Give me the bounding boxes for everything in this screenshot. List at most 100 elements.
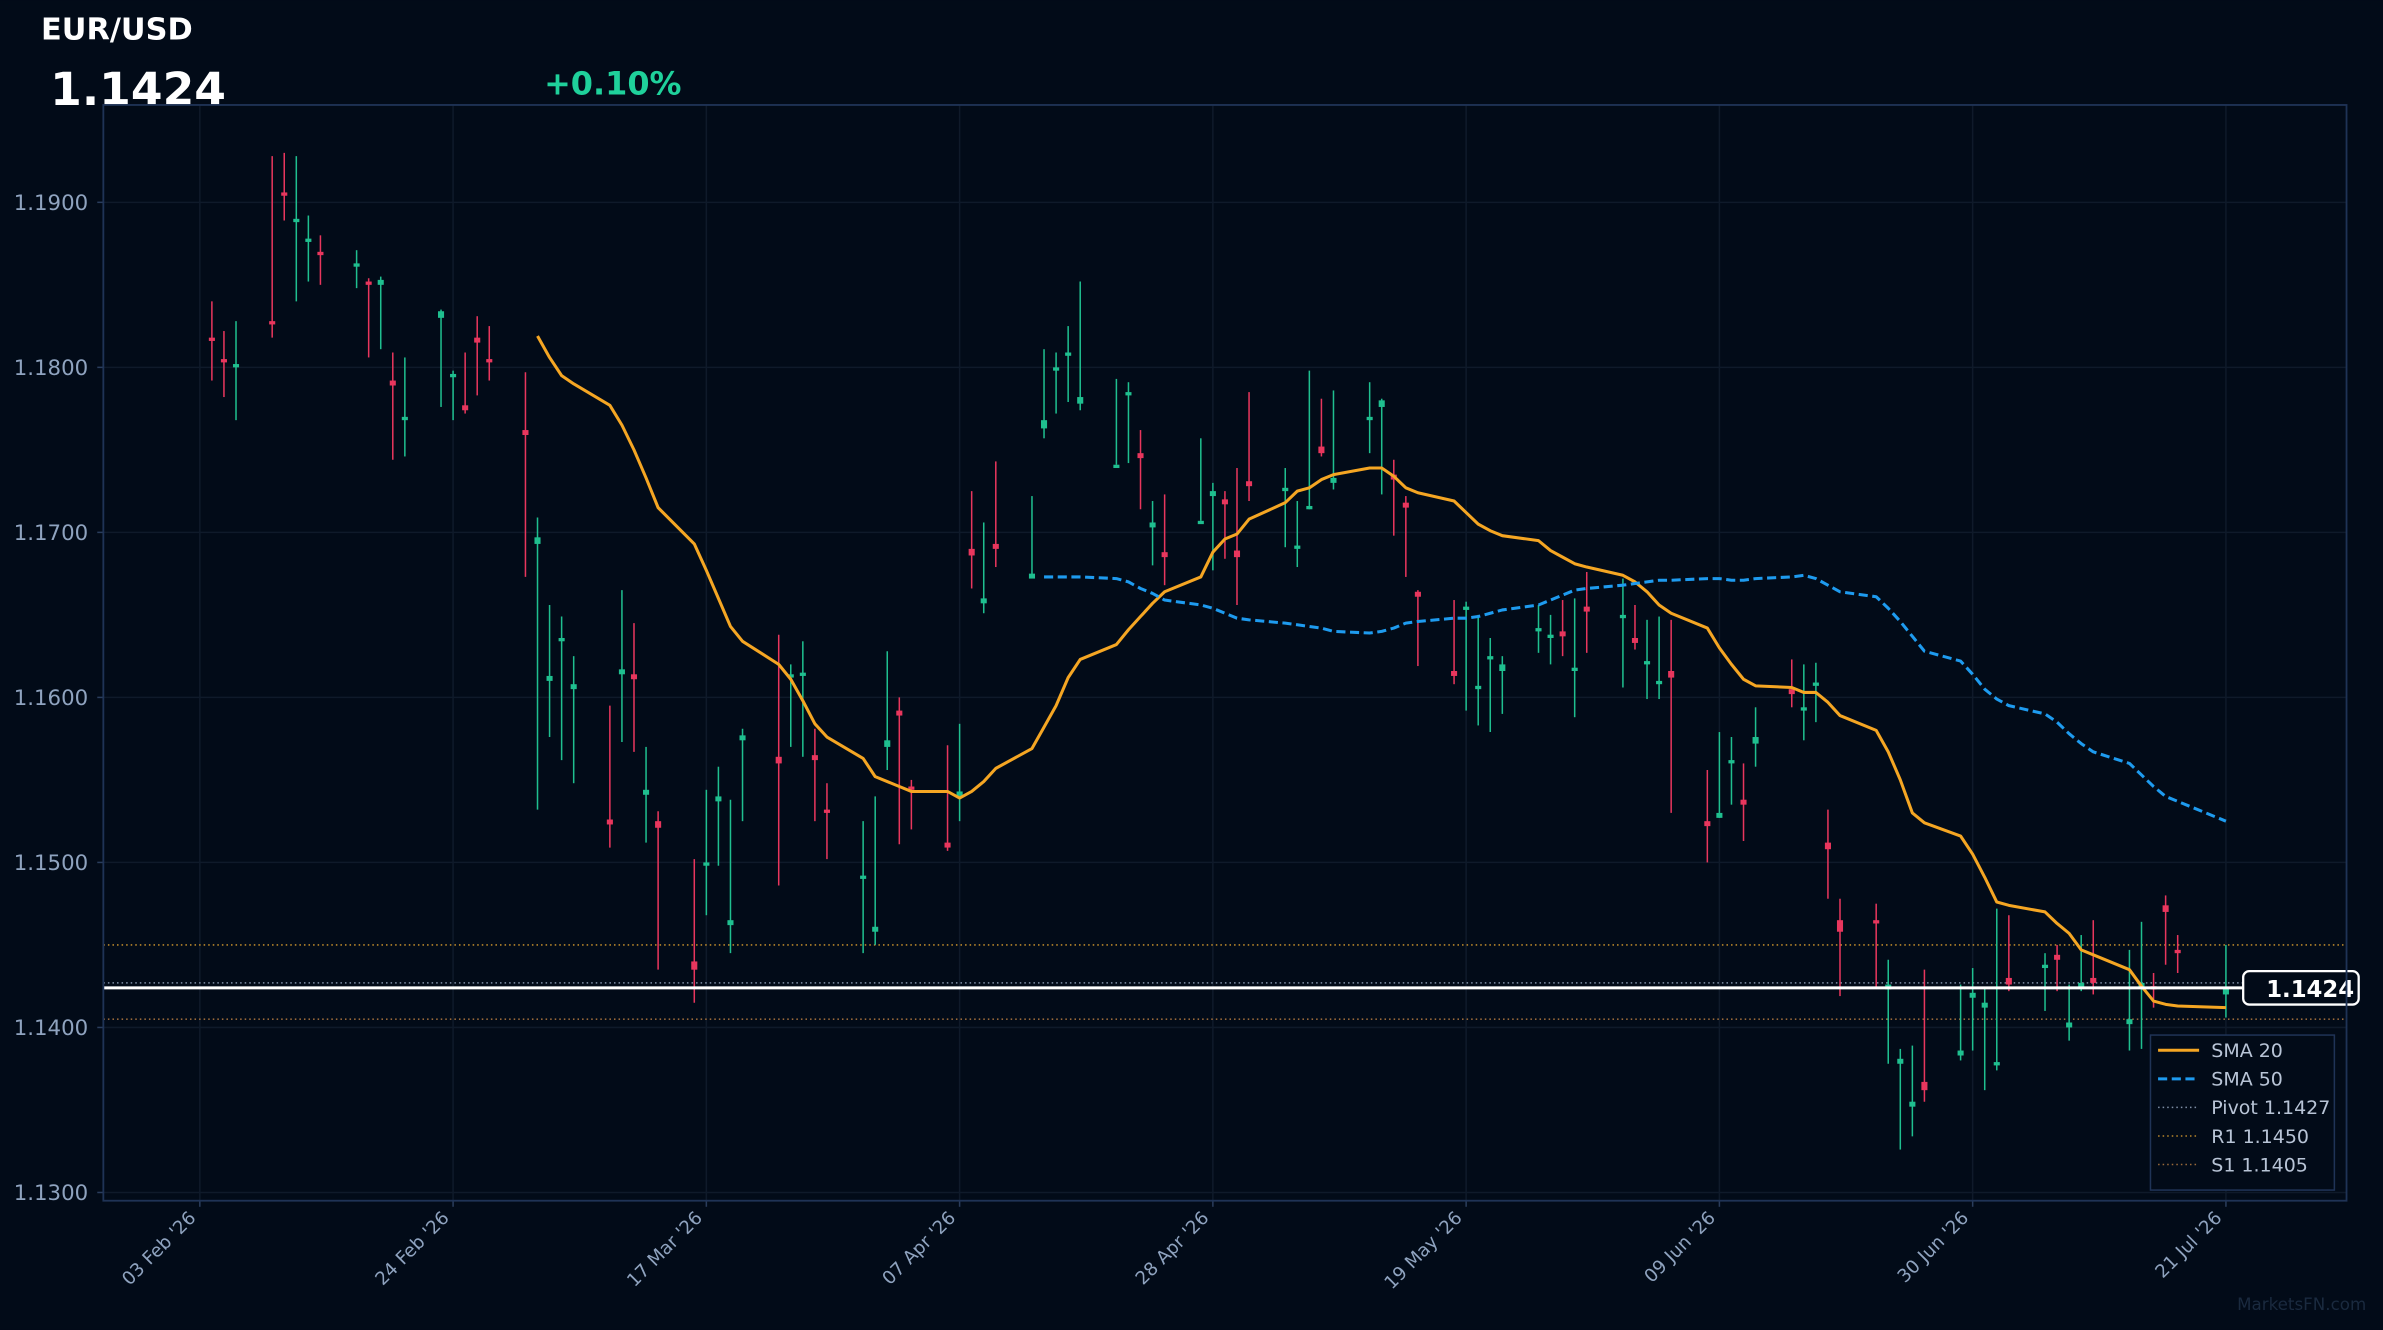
candle-body (377, 279, 384, 285)
candle-body (1209, 491, 1216, 497)
candle-body (570, 684, 577, 690)
candle-body (715, 796, 722, 802)
last-price: 1.1424 (50, 63, 226, 116)
candle-body (811, 755, 818, 761)
candle-body (1824, 842, 1831, 850)
candle-body (305, 238, 312, 242)
candle-body (703, 862, 710, 866)
candle-body (1053, 367, 1060, 371)
candle-body (1282, 487, 1289, 492)
last-price-box (2242, 969, 2360, 1006)
candle-body (860, 875, 867, 879)
candle-body (353, 263, 360, 267)
candle-body (691, 961, 698, 970)
candle-body (2078, 982, 2085, 988)
last-price-label: 1.1424 (2266, 977, 2354, 1003)
candle-body (2222, 987, 2229, 995)
legend-label: S1 1.1405 (2211, 1154, 2308, 1176)
candle-body (823, 809, 830, 813)
candle-body (474, 337, 481, 343)
candle-body (643, 789, 650, 795)
candle-body (1812, 682, 1819, 686)
candle-body (389, 380, 396, 386)
candle-body (1535, 628, 1542, 632)
candle-body (2162, 905, 2169, 912)
candle-body (1897, 1058, 1904, 1064)
candle-body (727, 920, 734, 926)
candle-body (1040, 420, 1048, 429)
candle-body (1077, 397, 1084, 404)
candle-body (1414, 591, 1421, 597)
candle-body (1161, 552, 1168, 558)
candle-body (1559, 631, 1566, 637)
candle-body (787, 674, 794, 678)
candle-body (884, 740, 891, 747)
candle-body (2126, 1019, 2133, 1025)
candle-body (220, 359, 227, 363)
candle-body (1149, 522, 1156, 528)
candle-body (992, 543, 999, 549)
candle-body (558, 637, 565, 642)
candle-body (618, 669, 625, 675)
candle-body (1656, 680, 1663, 685)
candle-body (1065, 352, 1072, 356)
candle-body (437, 311, 445, 318)
candle-body (1788, 689, 1795, 695)
candle-body (2090, 977, 2097, 983)
candle-body (1873, 920, 1880, 924)
candle-body (1487, 656, 1494, 660)
candle-body (2174, 949, 2181, 954)
plot-frame (102, 104, 2348, 1202)
legend-label: R1 1.1450 (2211, 1126, 2309, 1148)
candle-body (522, 430, 529, 436)
candle-body (1643, 661, 1651, 665)
candle-body (908, 786, 915, 790)
sma-line (536, 335, 2226, 1010)
candle-body (980, 598, 987, 604)
candle-body (401, 416, 408, 421)
candle-body (450, 373, 457, 378)
candle-body (775, 756, 782, 764)
candle-body (1330, 477, 1337, 483)
legend-label: Pivot 1.1427 (2211, 1097, 2330, 1119)
candle-body (1800, 707, 1807, 711)
candle-body (968, 548, 975, 556)
price-change: +0.10% (544, 64, 681, 102)
candle-body (1113, 464, 1120, 469)
candle-body (1571, 667, 1578, 671)
candle-body (630, 674, 638, 680)
candle-body (1716, 812, 1723, 818)
candle-body (799, 672, 806, 676)
candle-body (208, 337, 215, 341)
sma-line (1044, 573, 2227, 823)
candle-body (2005, 977, 2012, 985)
candle-body (269, 321, 276, 325)
candle-body (1378, 400, 1385, 407)
y-tick-label: 1.1300 (14, 1181, 88, 1206)
candle-body (1475, 685, 1482, 690)
candle-body (462, 405, 469, 411)
candle-body (1728, 760, 1735, 764)
candle-body (1028, 573, 1036, 579)
y-tick-label: 1.1500 (14, 851, 88, 876)
candle-body (1499, 664, 1506, 671)
candle-body (1306, 505, 1313, 510)
candle-body (1294, 545, 1301, 549)
candle-body (739, 735, 746, 741)
candle-body (956, 791, 963, 797)
candle-body (655, 821, 662, 828)
candle-body (317, 251, 324, 256)
legend: SMA 20 SMA 50 Pivot 1.1427 R1 1.1450 S1 1.14… (2149, 1034, 2336, 1191)
candle-body (944, 842, 951, 848)
candle-body (1137, 453, 1144, 459)
y-tick-label: 1.1600 (14, 686, 88, 711)
candle-body (2066, 1022, 2073, 1028)
y-tick-label: 1.1900 (14, 191, 88, 216)
candle-body (1583, 606, 1590, 612)
candle-body (1547, 634, 1554, 638)
candle-body (1221, 499, 1228, 505)
candle-body (281, 192, 288, 196)
